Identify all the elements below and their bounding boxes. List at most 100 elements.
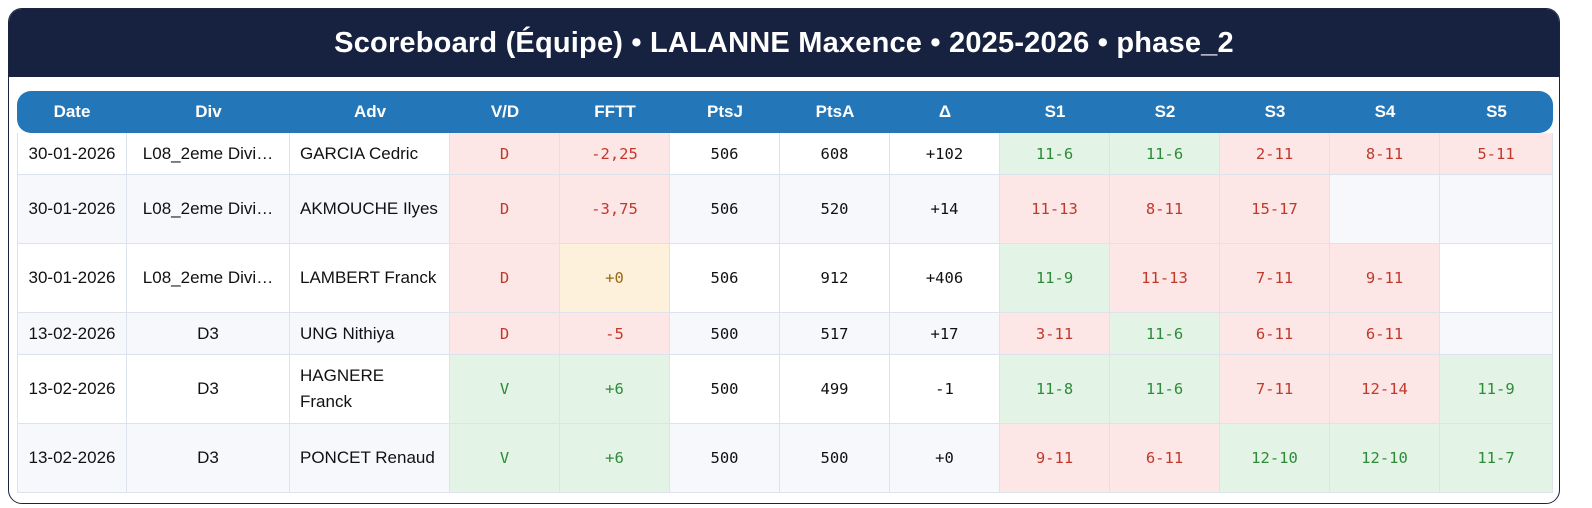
- cell-set-3: 6-11: [1220, 313, 1330, 355]
- cell-ptsj: 500: [670, 355, 780, 424]
- cell-ptsa: 500: [780, 424, 890, 493]
- cell-vd: D: [450, 175, 560, 244]
- cell-ptsa: 520: [780, 175, 890, 244]
- cell-adv: GARCIA Cedric: [290, 133, 450, 175]
- column-header-date[interactable]: Date: [17, 91, 127, 133]
- cell-delta: +17: [890, 313, 1000, 355]
- cell-set-1: 3-11: [1000, 313, 1110, 355]
- cell-set-5: [1440, 313, 1553, 355]
- cell-vd: D: [450, 244, 560, 313]
- cell-set-5: [1440, 175, 1553, 244]
- cell-set-4: 12-14: [1330, 355, 1440, 424]
- cell-vd: D: [450, 133, 560, 175]
- cell-date: 30-01-2026: [17, 244, 127, 313]
- cell-delta: +102: [890, 133, 1000, 175]
- column-header-vd[interactable]: V/D: [450, 91, 560, 133]
- column-header-s4[interactable]: S4: [1330, 91, 1440, 133]
- table-row: 30-01-2026 L08_2eme Divi… AKMOUCHE Ilyes…: [17, 175, 1553, 244]
- cell-date: 30-01-2026: [17, 175, 127, 244]
- column-header-s5[interactable]: S5: [1440, 91, 1553, 133]
- cell-ptsa: 499: [780, 355, 890, 424]
- cell-div: L08_2eme Divi…: [127, 244, 290, 313]
- table-row: 13-02-2026 D3 HAGNERE Franck V +6 500 49…: [17, 355, 1553, 424]
- cell-fftt: +6: [560, 355, 670, 424]
- cell-ptsj: 506: [670, 133, 780, 175]
- cell-fftt: +0: [560, 244, 670, 313]
- cell-set-2: 6-11: [1110, 424, 1220, 493]
- cell-date: 13-02-2026: [17, 424, 127, 493]
- cell-div: D3: [127, 355, 290, 424]
- cell-adv: PONCET Renaud: [290, 424, 450, 493]
- scoreboard-table-container: Date Div Adv V/D FFTT PtsJ PtsA Δ S1 S2 …: [17, 91, 1553, 493]
- cell-set-1: 11-9: [1000, 244, 1110, 313]
- cell-div: D3: [127, 424, 290, 493]
- cell-set-5: 5-11: [1440, 133, 1553, 175]
- cell-fftt: +6: [560, 424, 670, 493]
- cell-set-1: 11-6: [1000, 133, 1110, 175]
- cell-adv: UNG Nithiya: [290, 313, 450, 355]
- cell-set-1: 11-8: [1000, 355, 1110, 424]
- cell-div: L08_2eme Divi…: [127, 175, 290, 244]
- cell-date: 13-02-2026: [17, 355, 127, 424]
- column-header-s1[interactable]: S1: [1000, 91, 1110, 133]
- column-header-ptsa[interactable]: PtsA: [780, 91, 890, 133]
- column-header-s3[interactable]: S3: [1220, 91, 1330, 133]
- cell-ptsj: 500: [670, 424, 780, 493]
- cell-fftt: -2,25: [560, 133, 670, 175]
- cell-set-1: 11-13: [1000, 175, 1110, 244]
- cell-ptsa: 912: [780, 244, 890, 313]
- cell-delta: +406: [890, 244, 1000, 313]
- table-row: 30-01-2026 L08_2eme Divi… LAMBERT Franck…: [17, 244, 1553, 313]
- cell-div: D3: [127, 313, 290, 355]
- page-title: Scoreboard (Équipe) • LALANNE Maxence • …: [9, 9, 1559, 77]
- column-header-div[interactable]: Div: [127, 91, 290, 133]
- cell-ptsa: 517: [780, 313, 890, 355]
- cell-date: 13-02-2026: [17, 313, 127, 355]
- column-header-adv[interactable]: Adv: [290, 91, 450, 133]
- table-row: 30-01-2026 L08_2eme Divi… GARCIA Cedric …: [17, 133, 1553, 175]
- cell-set-1: 9-11: [1000, 424, 1110, 493]
- cell-fftt: -5: [560, 313, 670, 355]
- cell-set-4: [1330, 175, 1440, 244]
- column-header-s2[interactable]: S2: [1110, 91, 1220, 133]
- table-row: 13-02-2026 D3 UNG Nithiya D -5 500 517 +…: [17, 313, 1553, 355]
- cell-delta: -1: [890, 355, 1000, 424]
- cell-set-4: 9-11: [1330, 244, 1440, 313]
- cell-set-5: [1440, 244, 1553, 313]
- cell-set-3: 15-17: [1220, 175, 1330, 244]
- table-header-row: Date Div Adv V/D FFTT PtsJ PtsA Δ S1 S2 …: [17, 91, 1553, 133]
- cell-set-2: 8-11: [1110, 175, 1220, 244]
- cell-vd: D: [450, 313, 560, 355]
- column-header-ptsj[interactable]: PtsJ: [670, 91, 780, 133]
- cell-set-4: 6-11: [1330, 313, 1440, 355]
- table-row: 13-02-2026 D3 PONCET Renaud V +6 500 500…: [17, 424, 1553, 493]
- column-header-fftt[interactable]: FFTT: [560, 91, 670, 133]
- cell-date: 30-01-2026: [17, 133, 127, 175]
- cell-set-3: 7-11: [1220, 355, 1330, 424]
- cell-adv: AKMOUCHE Ilyes: [290, 175, 450, 244]
- cell-vd: V: [450, 424, 560, 493]
- scoreboard-table: Date Div Adv V/D FFTT PtsJ PtsA Δ S1 S2 …: [17, 91, 1553, 493]
- cell-set-5: 11-9: [1440, 355, 1553, 424]
- cell-delta: +0: [890, 424, 1000, 493]
- cell-set-3: 12-10: [1220, 424, 1330, 493]
- cell-set-4: 8-11: [1330, 133, 1440, 175]
- cell-adv: HAGNERE Franck: [290, 355, 450, 424]
- cell-set-2: 11-6: [1110, 355, 1220, 424]
- cell-delta: +14: [890, 175, 1000, 244]
- column-header-delta[interactable]: Δ: [890, 91, 1000, 133]
- cell-set-3: 2-11: [1220, 133, 1330, 175]
- cell-ptsj: 506: [670, 175, 780, 244]
- cell-set-3: 7-11: [1220, 244, 1330, 313]
- cell-set-4: 12-10: [1330, 424, 1440, 493]
- cell-set-5: 11-7: [1440, 424, 1553, 493]
- scoreboard-panel: Scoreboard (Équipe) • LALANNE Maxence • …: [8, 8, 1560, 504]
- cell-adv: LAMBERT Franck: [290, 244, 450, 313]
- cell-fftt: -3,75: [560, 175, 670, 244]
- cell-ptsj: 500: [670, 313, 780, 355]
- cell-ptsj: 506: [670, 244, 780, 313]
- cell-set-2: 11-13: [1110, 244, 1220, 313]
- cell-ptsa: 608: [780, 133, 890, 175]
- cell-vd: V: [450, 355, 560, 424]
- cell-set-2: 11-6: [1110, 313, 1220, 355]
